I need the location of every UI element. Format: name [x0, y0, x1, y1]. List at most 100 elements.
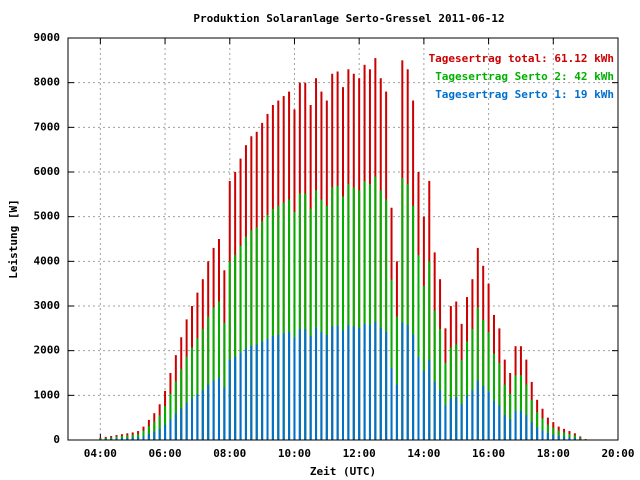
y-tick-label: 3000: [34, 299, 61, 312]
bar: [374, 321, 377, 440]
bar: [401, 322, 404, 440]
bar: [110, 438, 113, 440]
bar: [174, 413, 177, 440]
bar: [104, 437, 107, 440]
bar: [347, 325, 350, 440]
bar: [342, 196, 344, 440]
y-tick-label: 7000: [34, 120, 61, 133]
bar: [309, 208, 312, 440]
bar: [417, 255, 420, 440]
x-axis-label: Zeit (UTC): [310, 465, 376, 478]
bar: [282, 202, 285, 440]
bar: [342, 330, 344, 440]
bar: [153, 431, 156, 440]
bar: [455, 344, 458, 440]
y-tick-label: 6000: [34, 165, 61, 178]
bar: [309, 336, 312, 440]
bar: [536, 412, 539, 440]
bar: [201, 329, 204, 440]
bar: [374, 176, 377, 440]
bar: [185, 356, 188, 440]
bar: [315, 327, 318, 440]
bar: [325, 334, 328, 440]
bar: [422, 370, 425, 440]
bar: [239, 245, 242, 440]
bar: [514, 410, 517, 440]
bar: [325, 205, 328, 440]
bar: [568, 433, 571, 440]
bar: [191, 347, 194, 440]
y-tick-label: 5000: [34, 210, 61, 223]
bar: [573, 435, 576, 440]
bar: [530, 399, 533, 440]
y-tick-label: 0: [53, 433, 60, 446]
bar: [126, 437, 129, 440]
x-tick-label: 06:00: [148, 447, 181, 460]
bar: [223, 387, 226, 440]
bar: [487, 391, 490, 440]
bar: [115, 438, 118, 440]
bar: [492, 353, 495, 440]
bar: [395, 316, 398, 440]
bar: [201, 390, 204, 440]
legend-entry: Tagesertrag Serto 1: 19 kWh: [435, 88, 614, 101]
chart-title: Produktion Solaranlage Serto-Gressel 201…: [193, 12, 504, 25]
bar: [277, 205, 280, 440]
bar: [288, 331, 291, 440]
bar: [110, 437, 113, 440]
y-tick-label: 2000: [34, 344, 61, 357]
bar: [180, 369, 183, 440]
bar: [304, 193, 307, 440]
bar: [519, 375, 522, 440]
bar: [137, 433, 140, 440]
bar: [439, 329, 442, 440]
bar: [115, 436, 118, 440]
bar: [546, 424, 549, 440]
bar: [455, 397, 458, 440]
legend-entry: Tagesertrag Serto 2: 42 kWh: [435, 70, 614, 83]
plot-border: [67, 37, 619, 441]
bar: [191, 398, 194, 440]
bar: [336, 325, 339, 440]
y-tick-label: 9000: [34, 31, 61, 44]
bar: [379, 190, 382, 440]
bar: [336, 185, 339, 440]
bar: [390, 279, 393, 440]
bar: [212, 380, 215, 440]
bar: [412, 334, 415, 440]
bar: [385, 331, 388, 440]
bar: [503, 384, 506, 440]
bar: [573, 437, 576, 440]
bar: [385, 199, 388, 440]
bar: [541, 418, 544, 440]
bar: [131, 437, 134, 440]
bar: [482, 319, 485, 440]
bar: [476, 380, 479, 440]
x-tick-label: 04:00: [84, 447, 117, 460]
bar: [239, 352, 242, 440]
bar: [466, 341, 469, 440]
bar: [428, 261, 431, 440]
bar: [142, 435, 145, 440]
bar: [320, 331, 323, 440]
bar: [563, 436, 566, 440]
bar: [250, 345, 253, 440]
bar: [185, 402, 188, 440]
bar: [449, 398, 452, 440]
bar: [433, 381, 436, 440]
bar: [363, 323, 366, 440]
bar: [541, 430, 544, 440]
bar: [288, 199, 291, 440]
bar: [174, 381, 177, 440]
bar: [244, 236, 247, 440]
bar: [503, 415, 506, 440]
bar: [530, 421, 533, 440]
bar: [466, 395, 469, 440]
bar: [217, 377, 220, 440]
bar: [158, 428, 161, 440]
bar: [282, 333, 285, 440]
bar: [557, 435, 560, 440]
bar: [234, 255, 237, 440]
bar: [557, 430, 560, 440]
